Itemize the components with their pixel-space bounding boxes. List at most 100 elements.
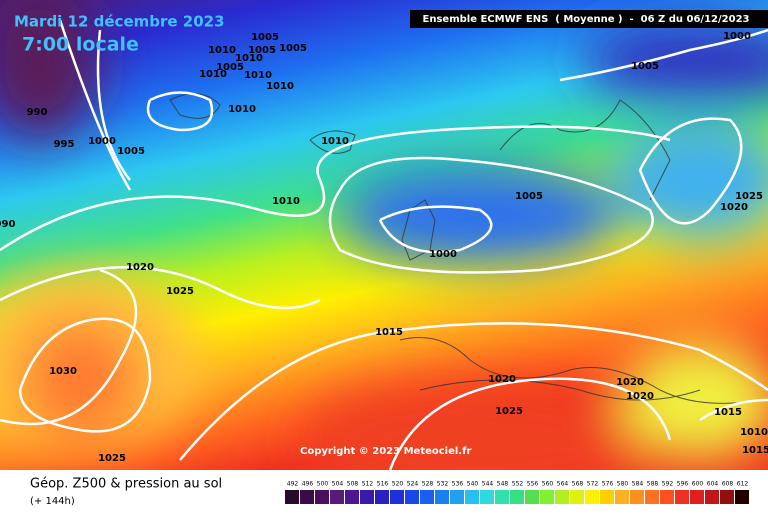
- legend-label: 584: [632, 481, 644, 488]
- isobar-label: 1025: [495, 406, 523, 417]
- legend-label: 564: [557, 481, 569, 488]
- isobar-label: 1020: [488, 374, 516, 385]
- legend-swatch: [720, 490, 734, 504]
- legend-swatch: [465, 490, 479, 504]
- legend-swatch: [360, 490, 374, 504]
- legend-label: 500: [317, 481, 329, 488]
- legend-label: 516: [377, 481, 389, 488]
- legend-label: 556: [527, 481, 539, 488]
- footer-title: Géop. Z500 & pression au sol: [30, 477, 222, 492]
- isobar-label: 1005: [216, 62, 244, 73]
- legend-label: 560: [542, 481, 554, 488]
- legend-label: 496: [302, 481, 314, 488]
- legend-swatch: [345, 490, 359, 504]
- isobar-label: 1005: [251, 32, 279, 43]
- legend-label: 504: [332, 481, 344, 488]
- time: 7:00 locale: [22, 34, 139, 56]
- legend-swatch: [660, 490, 674, 504]
- legend-label: 528: [422, 481, 434, 488]
- legend-swatch: [615, 490, 629, 504]
- legend-swatch: [405, 490, 419, 504]
- legend-swatch: [645, 490, 659, 504]
- legend-swatch: [480, 490, 494, 504]
- legend-swatch: [675, 490, 689, 504]
- isobar-label: 995: [54, 139, 75, 150]
- legend-swatch: [330, 490, 344, 504]
- legend-label: 596: [677, 481, 689, 488]
- legend-swatch: [735, 490, 749, 504]
- isobar-label: 1030: [49, 366, 77, 377]
- legend-label: 576: [602, 481, 614, 488]
- isobar-label: 1015: [375, 327, 403, 338]
- legend-swatch: [585, 490, 599, 504]
- legend-swatch: [450, 490, 464, 504]
- model-info: Ensemble ECMWF ENS ( Moyenne ) - 06 Z du…: [423, 14, 750, 25]
- isobar-label: 1000: [723, 31, 751, 42]
- legend-swatch: [525, 490, 539, 504]
- legend-swatch: [435, 490, 449, 504]
- legend-label: 588: [647, 481, 659, 488]
- isobar-label: 1010: [199, 69, 227, 80]
- isobar-label: 1025: [166, 286, 194, 297]
- legend-swatch: [600, 490, 614, 504]
- legend-swatch: [285, 490, 299, 504]
- legend-label: 492: [287, 481, 299, 488]
- color-legend: 492 496 500 504 508 512 516 520 524 528 532 536 540 5…: [285, 481, 749, 504]
- isobar-label: 1010: [266, 81, 294, 92]
- map-field: [0, 0, 768, 500]
- legend-label: 540: [467, 481, 479, 488]
- legend-label: 544: [482, 481, 494, 488]
- legend-label: 524: [407, 481, 419, 488]
- legend-swatch: [315, 490, 329, 504]
- isobar-label: 1015: [742, 445, 768, 456]
- isobars: [0, 19, 768, 471]
- legend-swatch: [300, 490, 314, 504]
- isobar-label: 1010: [228, 104, 256, 115]
- isobar-label: 1010: [244, 70, 272, 81]
- legend-swatch: [630, 490, 644, 504]
- legend-swatch: [375, 490, 389, 504]
- isobar-label: 1010: [208, 45, 236, 56]
- legend-swatch: [570, 490, 584, 504]
- legend-swatch: [390, 490, 404, 504]
- legend-label: 552: [512, 481, 524, 488]
- legend-label: 548: [497, 481, 509, 488]
- legend-swatch: [510, 490, 524, 504]
- legend-swatch: [705, 490, 719, 504]
- isobar-label: 1005: [117, 146, 145, 157]
- isobar-label: 1010: [272, 196, 300, 207]
- date: Mardi 12 décembre 2023: [14, 13, 225, 31]
- isobar-label: 1005: [279, 43, 307, 54]
- legend-label: 572: [587, 481, 599, 488]
- isobar-label: 990: [0, 219, 15, 230]
- legend-swatch: [420, 490, 434, 504]
- legend-label: 600: [692, 481, 704, 488]
- legend-label: 532: [437, 481, 449, 488]
- isobar-label: 1010: [235, 53, 263, 64]
- isobar-label: 1015: [714, 407, 742, 418]
- legend-swatch: [690, 490, 704, 504]
- legend-swatch: [555, 490, 569, 504]
- legend-label: 568: [572, 481, 584, 488]
- isobar-label: 1005: [631, 61, 659, 72]
- footer-subtitle: (+ 144h): [30, 496, 75, 507]
- legend-label: 520: [392, 481, 404, 488]
- isobar-label: 1020: [616, 377, 644, 388]
- isobar-label: 1000: [88, 136, 116, 147]
- legend-label: 612: [737, 481, 749, 488]
- legend-label: 604: [707, 481, 719, 488]
- isobar-label: 1020: [720, 202, 748, 213]
- isobar-label: 1005: [515, 191, 543, 202]
- legend-label: 608: [722, 481, 734, 488]
- isobar-label: 1005: [248, 45, 276, 56]
- isobar-label: 1025: [98, 453, 126, 464]
- isobar-label: 1000: [429, 249, 457, 260]
- legend-label: 592: [662, 481, 674, 488]
- legend-label: 536: [452, 481, 464, 488]
- isobar-label: 1025: [735, 191, 763, 202]
- legend-label: 580: [617, 481, 629, 488]
- legend-swatch: [540, 490, 554, 504]
- model-box: [410, 10, 768, 28]
